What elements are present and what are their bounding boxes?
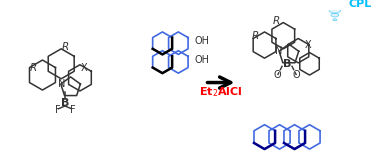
- Text: OH: OH: [194, 55, 209, 65]
- Polygon shape: [333, 19, 337, 21]
- Text: O: O: [293, 70, 300, 80]
- Polygon shape: [324, 0, 346, 2]
- Polygon shape: [329, 8, 341, 13]
- Polygon shape: [325, 0, 344, 6]
- Text: R: R: [61, 42, 68, 52]
- Text: X: X: [304, 40, 311, 50]
- Polygon shape: [331, 13, 339, 17]
- Text: OH: OH: [194, 36, 209, 46]
- Text: R: R: [273, 16, 280, 26]
- Text: F: F: [70, 105, 75, 115]
- Text: CPL: CPL: [349, 0, 372, 9]
- Text: Et$_2$AlCl: Et$_2$AlCl: [198, 85, 242, 99]
- Text: B: B: [61, 98, 69, 108]
- Polygon shape: [327, 2, 342, 9]
- Text: B: B: [283, 59, 291, 69]
- Text: R: R: [251, 31, 259, 41]
- Text: R: R: [29, 64, 37, 73]
- Text: X: X: [81, 63, 87, 73]
- Text: N: N: [275, 46, 282, 56]
- Text: F: F: [55, 105, 60, 115]
- Text: O: O: [274, 70, 282, 80]
- Text: N: N: [57, 79, 65, 89]
